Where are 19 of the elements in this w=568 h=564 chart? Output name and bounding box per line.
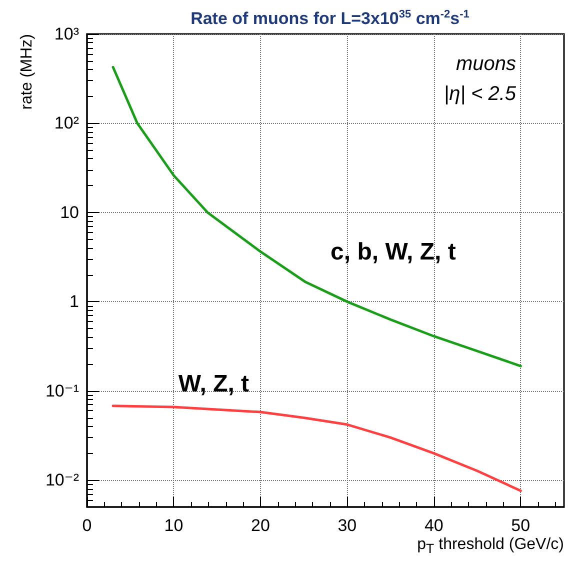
y-tick-label: 10³ [54,24,80,44]
x-axis-title: p$_{T}$ threshold (GeV/c) [417,536,564,556]
y-axis-title: rate (MHz) [18,34,36,110]
x-tick-label: 40 [424,516,444,535]
y-tick-label: 10 [60,202,79,222]
line-series [112,404,522,492]
annotation: muons [456,53,516,75]
annotation: |η| < 2.5 [444,83,517,105]
y-tick-label: 10⁻² [45,470,80,490]
x-tick-label: 10 [164,516,184,535]
y-tick-label: 1 [70,292,79,312]
x-tick-label: 50 [511,516,530,535]
x-tick-label: 0 [82,516,92,535]
y-tick-label: 10² [54,114,80,133]
x-tick-label: 30 [338,516,357,535]
x-tick-label: 20 [250,516,270,535]
y-tick-label: 10⁻¹ [45,381,80,400]
series-label: W, Z, t [178,370,250,398]
series-label: c, b, W, Z, t [330,238,456,266]
